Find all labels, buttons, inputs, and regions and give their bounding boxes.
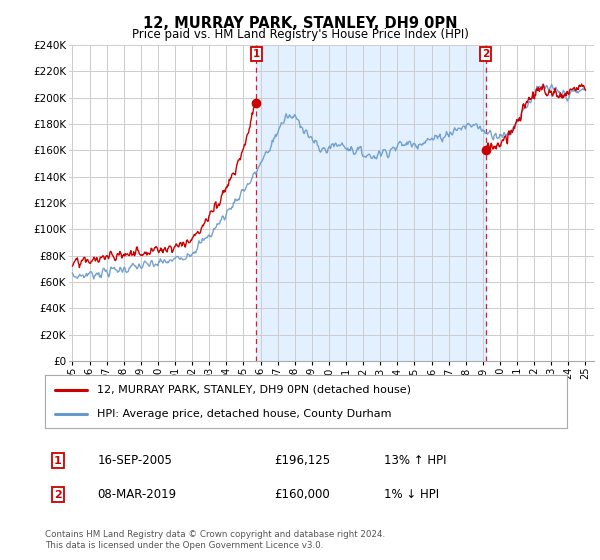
Text: 08-MAR-2019: 08-MAR-2019 <box>97 488 176 501</box>
Text: £160,000: £160,000 <box>275 488 331 501</box>
Text: 16-SEP-2005: 16-SEP-2005 <box>97 454 172 468</box>
Text: 13% ↑ HPI: 13% ↑ HPI <box>385 454 447 468</box>
Text: 12, MURRAY PARK, STANLEY, DH9 0PN (detached house): 12, MURRAY PARK, STANLEY, DH9 0PN (detac… <box>97 385 411 395</box>
Text: 2: 2 <box>482 49 490 59</box>
Bar <box>256 45 486 361</box>
Text: Price paid vs. HM Land Registry's House Price Index (HPI): Price paid vs. HM Land Registry's House … <box>131 28 469 41</box>
Text: Contains HM Land Registry data © Crown copyright and database right 2024.
This d: Contains HM Land Registry data © Crown c… <box>45 530 385 550</box>
Text: 1% ↓ HPI: 1% ↓ HPI <box>385 488 439 501</box>
Text: 1: 1 <box>253 49 260 59</box>
Text: 12, MURRAY PARK, STANLEY, DH9 0PN: 12, MURRAY PARK, STANLEY, DH9 0PN <box>143 16 457 31</box>
Text: 1: 1 <box>54 456 62 466</box>
Text: 2: 2 <box>54 489 62 500</box>
Text: £196,125: £196,125 <box>275 454 331 468</box>
Text: HPI: Average price, detached house, County Durham: HPI: Average price, detached house, Coun… <box>97 409 392 419</box>
